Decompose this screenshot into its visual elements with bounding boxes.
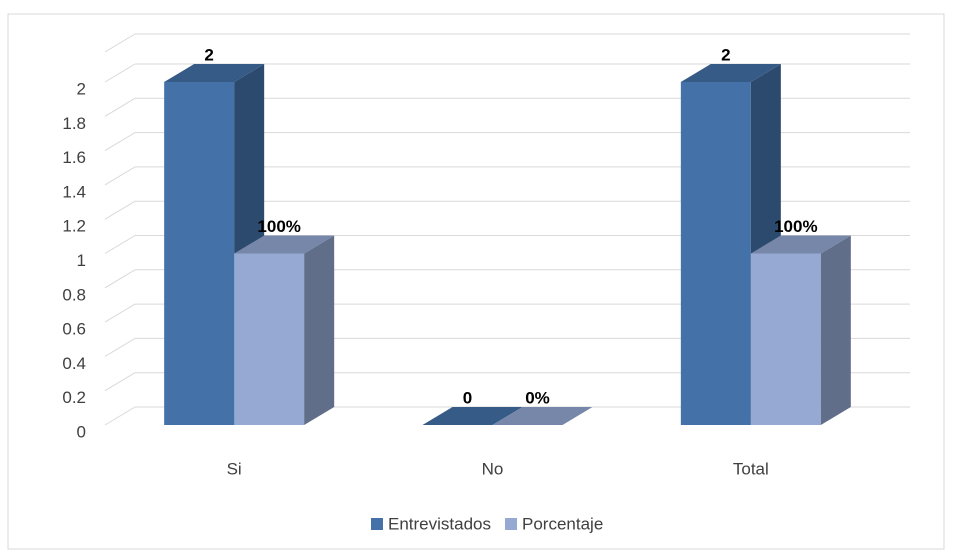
y-tick-label: 1.6 bbox=[62, 148, 86, 167]
data-label: 2 bbox=[204, 45, 213, 64]
y-tick-label: 1 bbox=[77, 251, 86, 270]
legend-label: Entrevistados bbox=[388, 514, 491, 533]
grid-line bbox=[104, 200, 136, 220]
bar-top bbox=[492, 407, 593, 425]
y-tick-label: 2 bbox=[77, 79, 86, 98]
grid-line bbox=[104, 132, 136, 152]
bar-side bbox=[820, 235, 851, 425]
bar bbox=[234, 235, 335, 425]
data-label: 100% bbox=[257, 217, 300, 236]
wall-edge bbox=[104, 33, 136, 53]
legend-swatch bbox=[505, 518, 517, 530]
grid-line bbox=[104, 97, 136, 117]
grid-line bbox=[104, 166, 136, 186]
x-tick-label: Si bbox=[227, 459, 242, 478]
y-tick-label: 1.2 bbox=[62, 217, 86, 236]
bar-side bbox=[304, 235, 335, 425]
grid-line bbox=[104, 303, 136, 323]
y-tick-label: 0.4 bbox=[62, 354, 86, 373]
y-tick-label: 1.4 bbox=[62, 182, 86, 201]
grid-line bbox=[104, 63, 136, 83]
legend-swatch bbox=[371, 518, 383, 530]
grid-line bbox=[104, 372, 136, 392]
bar-top bbox=[750, 235, 851, 254]
bar-top bbox=[234, 235, 335, 254]
bar bbox=[422, 407, 523, 425]
x-tick-label: Total bbox=[733, 459, 769, 478]
legend-label: Porcentaje bbox=[522, 514, 603, 533]
bar-top bbox=[680, 64, 781, 82]
y-tick-label: 0.2 bbox=[62, 388, 86, 407]
grid-line bbox=[104, 235, 136, 254]
grid-line bbox=[104, 269, 136, 289]
bar-front bbox=[164, 82, 235, 425]
data-label: 100% bbox=[774, 217, 817, 236]
y-tick-label: 1.8 bbox=[62, 114, 86, 133]
x-tick-label: No bbox=[482, 459, 504, 478]
bar bbox=[750, 235, 851, 425]
bar-front bbox=[680, 82, 751, 425]
data-label: 2 bbox=[721, 45, 730, 64]
bar-front bbox=[234, 253, 305, 425]
y-tick-label: 0.8 bbox=[62, 285, 86, 304]
data-label: 0 bbox=[463, 388, 472, 407]
grid-line bbox=[104, 337, 136, 357]
y-tick-label: 0.6 bbox=[62, 320, 86, 339]
bar-top bbox=[422, 407, 523, 425]
grid-line bbox=[104, 406, 136, 426]
bar-top bbox=[164, 64, 265, 82]
bar-front bbox=[750, 253, 821, 425]
bar bbox=[492, 407, 593, 425]
y-tick-label: 0 bbox=[77, 422, 86, 441]
data-label: 0% bbox=[525, 388, 550, 407]
